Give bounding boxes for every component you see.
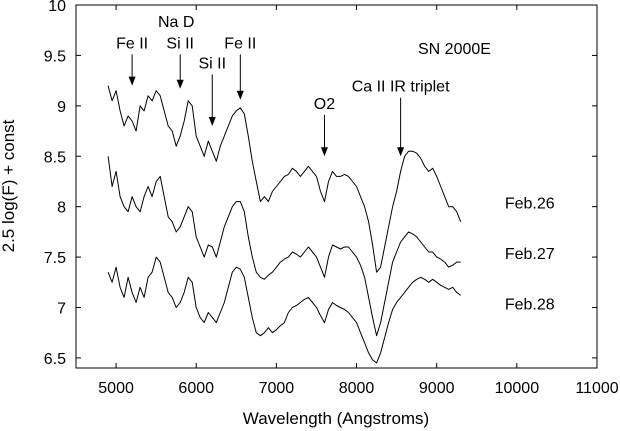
annotation-arrowhead [208,117,216,126]
y-tick-label: 8 [57,200,66,217]
x-tick-label: 5000 [98,380,134,397]
y-tick-label: 10 [48,0,66,15]
y-tick-label: 8.5 [44,149,66,166]
line-label: Fe II [116,35,148,52]
x-tick-label: 7000 [259,380,295,397]
y-tick-label: 7 [57,301,66,318]
line-label: Fe II [224,35,256,52]
x-axis-title: Wavelength (Angstroms) [243,409,429,428]
series-line-feb27 [107,156,461,337]
x-tick-label: 6000 [178,380,214,397]
annotation-arrowhead [397,147,405,157]
x-tick-label: 8000 [339,380,375,397]
y-tick-labels: 6.5 7 7.5 8 8.5 9 9.5 10 [44,0,66,368]
annotation-arrowhead [236,90,244,100]
series-label: Feb.27 [505,246,555,263]
line-label: Si II [198,56,226,73]
series-line-feb28 [107,256,462,364]
series-label: Feb.26 [505,196,555,213]
series-lines [107,85,462,364]
annotation-arrowhead [320,147,328,157]
x-tick-label: 9000 [419,380,455,397]
series-labels: Feb.26 Feb.27 Feb.28 [505,196,555,314]
line-label: Si II [166,35,194,52]
y-tick-label: 9 [57,99,66,116]
y-tick-label: 7.5 [44,250,66,267]
line-label: O2 [314,96,335,113]
series-line-feb26 [107,85,462,273]
y-tick-label: 9.5 [44,48,66,65]
tick-marks [76,4,598,368]
annotation-arrowhead [128,76,136,86]
annotation-arrowhead [176,79,184,89]
y-axis-title: 2.5 log(F) + const [0,119,18,252]
line-label: Na D [158,14,194,31]
object-label: SN 2000E [418,41,491,58]
x-tick-label: 11000 [575,380,618,397]
y-tick-label: 6.5 [44,351,66,368]
plot-frame [75,4,598,369]
x-tick-labels: 5000 6000 7000 8000 9000 10000 11000 [98,380,618,397]
x-tick-label: 10000 [495,380,540,397]
series-label: Feb.28 [505,297,555,314]
line-label: Ca II IR triplet [352,79,450,96]
